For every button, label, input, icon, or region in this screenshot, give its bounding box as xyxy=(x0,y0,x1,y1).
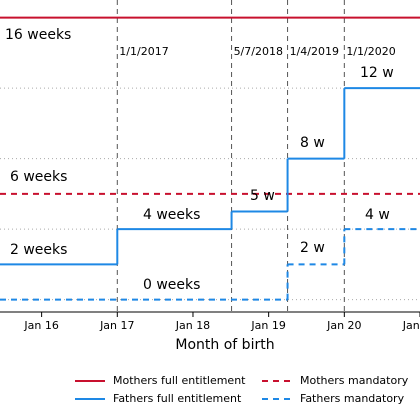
event-label: 1/1/2020 xyxy=(346,45,395,58)
event-label: 5/7/2018 xyxy=(234,45,283,58)
annotation: 16 weeks xyxy=(5,27,71,43)
event-label: 1/4/2019 xyxy=(290,45,339,58)
annotation: 5 w xyxy=(250,188,275,204)
annotation: 12 w xyxy=(360,65,394,81)
x-tick-label: Jan 20 xyxy=(326,319,361,332)
annotation: 4 weeks xyxy=(143,207,200,223)
x-tick-label: Jan 19 xyxy=(250,319,285,332)
annotation: 8 w xyxy=(300,135,325,151)
annotation: 6 weeks xyxy=(10,169,67,185)
annotation: 2 w xyxy=(300,240,325,256)
legend-label: Mothers full entitlement xyxy=(113,374,246,387)
annotation: 4 w xyxy=(365,207,390,223)
x-axis-label: Month of birth xyxy=(175,337,274,353)
legend-label: Fathers full entitlement xyxy=(113,392,242,405)
legend-label: Fathers mandatory xyxy=(300,392,405,405)
x-tick-label: Jan 18 xyxy=(175,319,210,332)
x-tick-label: Jan 21 xyxy=(402,319,420,332)
x-tick-label: Jan 17 xyxy=(99,319,134,332)
event-label: 1/1/2017 xyxy=(119,45,168,58)
legend-label: Mothers mandatory xyxy=(300,374,409,387)
annotation: 2 weeks xyxy=(10,242,67,258)
x-tick-label: Jan 16 xyxy=(23,319,58,332)
annotation: 0 weeks xyxy=(143,277,200,293)
